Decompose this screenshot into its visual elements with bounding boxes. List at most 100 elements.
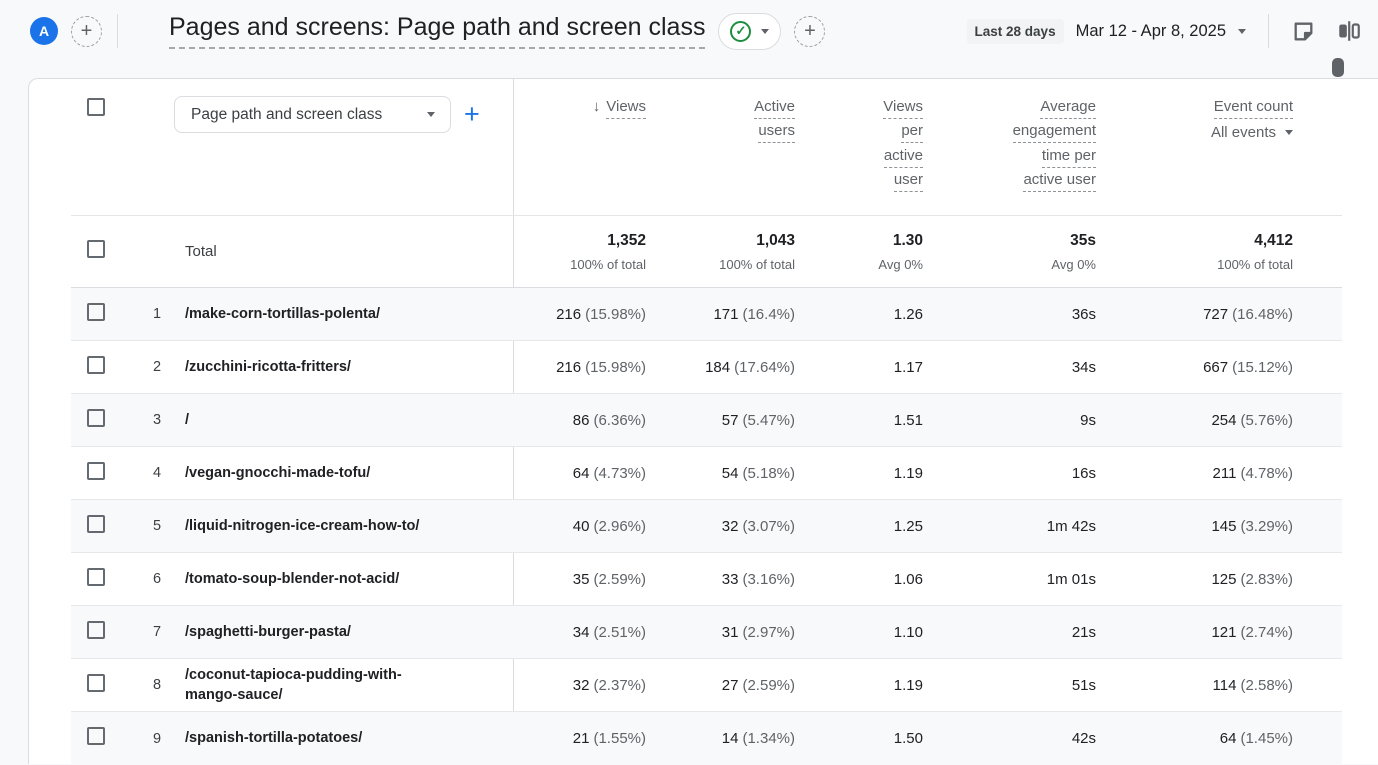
row-checkbox[interactable] <box>87 673 105 692</box>
total-views-per-user-sub: Avg 0% <box>878 256 923 272</box>
column-header-word[interactable]: time per <box>1041 146 1096 168</box>
row-checkbox[interactable] <box>87 302 105 321</box>
active-users-cell: 184 (17.64%) <box>646 359 795 376</box>
column-header-word[interactable]: users <box>758 122 795 144</box>
metric-percent: (4.73%) <box>593 464 646 482</box>
metric-value: 16s <box>1071 464 1096 482</box>
row-checkbox[interactable] <box>87 727 105 745</box>
column-header-word[interactable]: Average <box>1040 98 1096 119</box>
metric-value: 1.26 <box>893 305 923 323</box>
select-all-checkbox[interactable] <box>87 98 105 116</box>
row-rank: 8 <box>152 677 162 693</box>
column-header-active-users[interactable]: Active users <box>646 79 795 215</box>
total-views-per-user: 1.30 <box>892 231 923 249</box>
metric-value: 54 <box>721 464 739 482</box>
views-cell: 21 (1.55%) <box>513 730 646 747</box>
page-title[interactable]: Pages and screens: Page path and screen … <box>169 13 706 49</box>
metric-percent: (2.59%) <box>593 570 646 588</box>
column-header-word[interactable]: active <box>883 146 923 168</box>
metric-value: 51s <box>1071 676 1096 694</box>
metric-percent: (16.48%) <box>1232 305 1293 323</box>
metric-value: 1m 01s <box>1046 570 1096 588</box>
metric-value: 57 <box>721 411 739 429</box>
column-header-avg-engagement[interactable]: Average engagement time per active user <box>923 79 1096 215</box>
page-path-cell[interactable]: /spaghetti-burger-pasta/ <box>185 623 351 640</box>
date-range-badge: Last 28 days <box>966 18 1064 44</box>
add-report-button[interactable]: + <box>71 15 102 47</box>
metric-value: 64 <box>1219 730 1237 747</box>
column-header-word[interactable]: active user <box>1023 170 1096 192</box>
column-header-views[interactable]: ↓ Views <box>513 79 646 215</box>
views-per-user-cell: 1.26 <box>795 306 923 323</box>
engagement-time-cell: 34s <box>923 359 1096 376</box>
engagement-time-cell: 9s <box>923 412 1096 429</box>
row-checkbox[interactable] <box>87 461 105 480</box>
page-path-cell[interactable]: /tomato-soup-blender-not-acid/ <box>185 570 400 587</box>
report-status-dropdown[interactable]: ✓ <box>718 12 782 50</box>
metric-value: 86 <box>572 411 590 429</box>
column-header-event-count[interactable]: Event count All events <box>1096 79 1293 215</box>
add-dimension-button[interactable]: + <box>464 99 480 129</box>
column-header-word[interactable]: per <box>901 122 923 144</box>
page-path-cell[interactable]: /coconut-tapioca-pudding-with- mango-sau… <box>185 666 402 703</box>
metric-value: 32 <box>721 517 739 535</box>
column-header-word[interactable]: engagement <box>1012 122 1096 144</box>
active-users-cell: 33 (3.16%) <box>646 571 795 588</box>
table-row: 1/make-corn-tortillas-polenta/216 (15.98%… <box>71 288 1342 341</box>
metric-percent: (2.74%) <box>1240 623 1293 641</box>
row-checkbox[interactable] <box>87 355 105 374</box>
row-checkbox[interactable] <box>87 567 105 586</box>
total-views-sub: 100% of total <box>570 256 646 272</box>
views-per-user-cell: 1.19 <box>795 465 923 482</box>
metric-percent: (15.98%) <box>585 358 646 376</box>
event-filter-label: All events <box>1210 124 1276 142</box>
metric-percent: (2.51%) <box>593 623 646 641</box>
metric-percent: (1.55%) <box>593 730 646 747</box>
views-cell: 32 (2.37%) <box>513 677 646 694</box>
avatar[interactable]: A <box>30 17 58 45</box>
metric-percent: (4.78%) <box>1240 464 1293 482</box>
scrollbar-thumb[interactable] <box>1332 58 1344 77</box>
event-count-cell: 667 (15.12%) <box>1096 359 1293 376</box>
compare-panel-icon[interactable] <box>1336 18 1362 44</box>
metric-value: 27 <box>721 676 739 694</box>
metric-percent: (6.36%) <box>593 411 646 429</box>
metric-percent: (2.58%) <box>1240 676 1293 694</box>
insights-note-icon[interactable] <box>1291 19 1316 44</box>
page-path-cell[interactable]: /spanish-tortilla-potatoes/ <box>185 730 363 747</box>
metric-value: 36s <box>1071 305 1096 323</box>
column-header-word[interactable]: Views <box>883 98 923 119</box>
metric-value: 34s <box>1071 358 1096 376</box>
dimension-dropdown[interactable]: Page path and screen class <box>174 96 451 133</box>
page-path-cell[interactable]: /make-corn-tortillas-polenta/ <box>185 305 380 322</box>
table-header: Page path and screen class + ↓ Views Acti… <box>71 79 1342 216</box>
engagement-time-cell: 1m 42s <box>923 518 1096 535</box>
active-users-cell: 31 (2.97%) <box>646 624 795 641</box>
engagement-time-cell: 16s <box>923 465 1096 482</box>
row-checkbox[interactable] <box>87 620 105 639</box>
add-collaborator-button[interactable]: + <box>794 15 826 47</box>
views-cell: 34 (2.51%) <box>513 624 646 641</box>
column-header-views-per-active-user[interactable]: Views per active user <box>795 79 923 215</box>
event-filter-dropdown[interactable]: All events <box>1096 124 1293 141</box>
metric-percent: (15.98%) <box>585 305 646 323</box>
total-engagement-sub: Avg 0% <box>1051 256 1096 272</box>
column-header-word[interactable]: Views <box>606 98 646 119</box>
column-header-word[interactable]: Event count <box>1213 98 1293 119</box>
column-header-word[interactable]: Active <box>754 98 795 119</box>
total-row-checkbox[interactable] <box>87 240 105 258</box>
table-row: 2/zucchini-ricotta-fritters/216 (15.98%) 1… <box>71 341 1342 394</box>
column-header-word[interactable]: user <box>893 170 923 192</box>
views-per-user-cell: 1.50 <box>795 730 923 747</box>
metric-value: 1.19 <box>893 676 923 694</box>
date-range-dropdown-icon[interactable] <box>1238 28 1246 34</box>
page-path-cell[interactable]: / <box>185 411 190 428</box>
row-checkbox[interactable] <box>87 514 105 533</box>
page-path-cell[interactable]: /vegan-gnocchi-made-tofu/ <box>185 464 371 481</box>
row-checkbox[interactable] <box>87 408 105 427</box>
page-path-cell[interactable]: /zucchini-ricotta-fritters/ <box>185 358 351 375</box>
total-event-count: 4,412 <box>1254 231 1293 249</box>
page-path-cell[interactable]: /liquid-nitrogen-ice-cream-how-to/ <box>185 517 420 534</box>
event-count-cell: 211 (4.78%) <box>1096 465 1293 482</box>
engagement-time-cell: 1m 01s <box>923 571 1096 588</box>
